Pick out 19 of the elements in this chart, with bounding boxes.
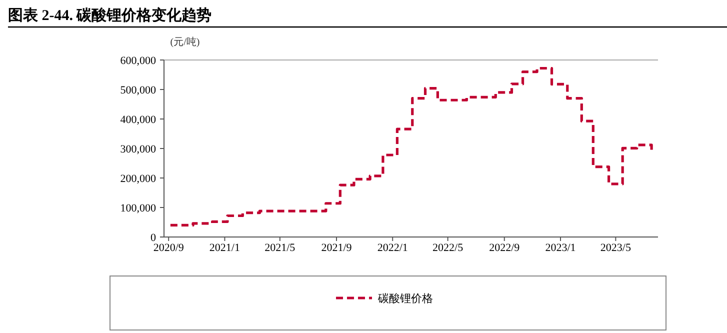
- x-tick-label: 2022/1: [377, 242, 408, 254]
- chart-title: 图表 2-44. 碳酸锂价格变化趋势: [8, 6, 212, 24]
- y-tick-label: 0: [150, 232, 156, 244]
- y-tick-label: 600,000: [120, 55, 156, 67]
- y-tick-label: 500,000: [120, 84, 156, 96]
- x-tick-label: 2022/5: [432, 242, 464, 254]
- y-tick-label: 100,000: [120, 202, 156, 214]
- y-tick-label: 200,000: [120, 173, 156, 185]
- y-axis-title: (元/吨): [170, 36, 200, 48]
- x-tick-label: 2021/9: [321, 242, 352, 254]
- y-tick-label: 400,000: [120, 114, 156, 126]
- y-tick-label: 300,000: [120, 144, 156, 156]
- legend-label: 碳酸锂价格: [377, 293, 433, 305]
- x-tick-label: 2022/9: [489, 242, 520, 254]
- x-tick-label: 2023/5: [600, 242, 632, 254]
- x-tick-label: 2021/1: [209, 242, 240, 254]
- x-tick-label: 2020/9: [153, 242, 184, 254]
- x-tick-label: 2023/1: [545, 242, 576, 254]
- x-tick-label: 2021/5: [264, 242, 296, 254]
